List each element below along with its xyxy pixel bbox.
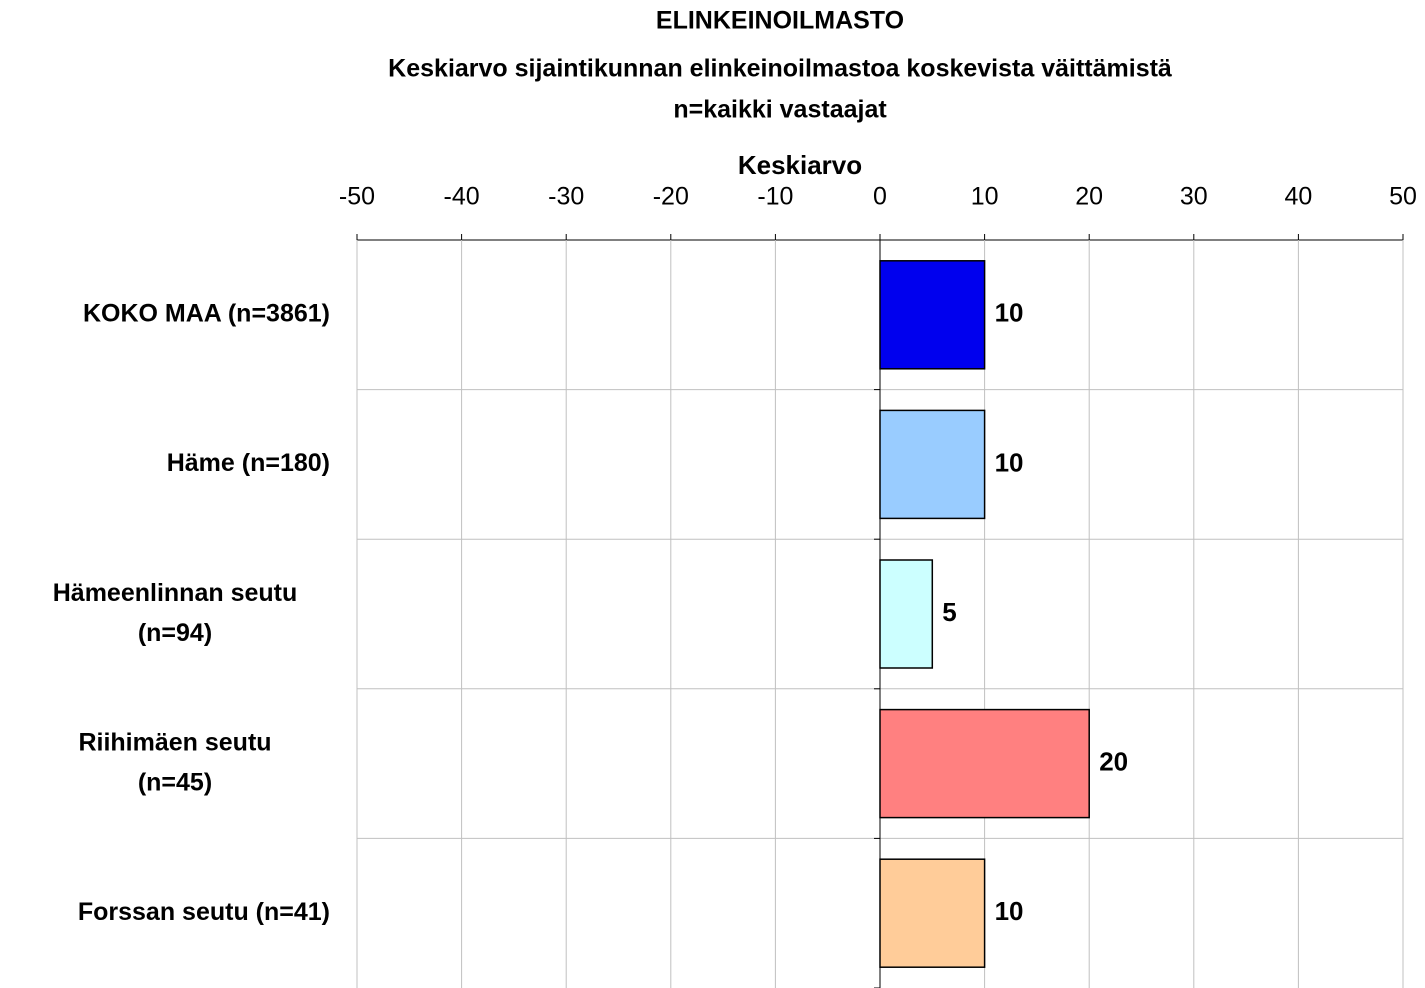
bar [879, 409, 986, 520]
bar [879, 858, 986, 968]
data-label: 20 [1099, 746, 1128, 776]
x-tick-label: -40 [444, 183, 480, 211]
x-tick-label: -50 [339, 183, 375, 211]
y-tick-label: Forssan seutu (n=41) [78, 898, 330, 926]
x-tick-label: 0 [873, 183, 887, 211]
x-tick-label: -30 [548, 183, 584, 211]
x-tick-label: -20 [653, 183, 689, 211]
x-tick-label: 50 [1389, 183, 1417, 211]
y-tick-label: Häme (n=180) [167, 449, 330, 477]
x-tick-label: 20 [1075, 183, 1103, 211]
x-tick-label: 30 [1180, 183, 1208, 211]
bar [879, 260, 986, 370]
data-label: 10 [995, 447, 1024, 477]
y-tick-label: KOKO MAA (n=3861) [83, 299, 330, 327]
bar [879, 708, 1090, 819]
chart-subtitle: n=kaikki vastaajat [673, 96, 887, 124]
chart-subtitle: Keskiarvo sijaintikunnan elinkeinoilmast… [388, 55, 1172, 83]
data-label: 10 [995, 896, 1024, 926]
y-tick-label: Riihimäen seutu (n=45) [78, 728, 271, 796]
chart-title: ELINKEINOILMASTO [656, 7, 904, 35]
bar [879, 559, 934, 669]
x-tick-label: 40 [1284, 183, 1312, 211]
data-label: 5 [942, 597, 956, 627]
x-tick-label: -10 [757, 183, 793, 211]
data-label: 10 [995, 298, 1024, 328]
y-tick-label: Hämeenlinnan seutu (n=94) [53, 579, 298, 647]
x-tick-label: 10 [971, 183, 999, 211]
axis-title: Keskiarvo [738, 150, 862, 180]
